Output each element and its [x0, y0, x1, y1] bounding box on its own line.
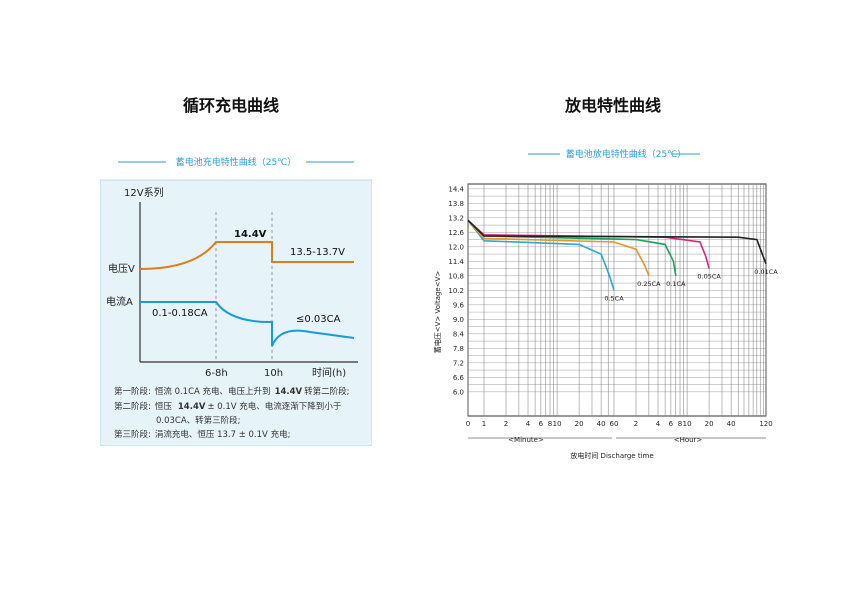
x-tick-label: 4 — [656, 420, 661, 428]
current-initial-label: 0.1-0.18CA — [152, 308, 208, 319]
x-tick-label: 40 — [727, 420, 736, 428]
y-tick-label: 9.6 — [453, 301, 465, 309]
y-tick-label: 7.8 — [453, 345, 464, 353]
voltage-curve — [139, 241, 354, 270]
y-axis-label: 蓄电压<V> Voltage<V> — [433, 271, 442, 354]
voltage-axis-label: 电压V — [108, 262, 135, 275]
system-label: 12V系列 — [124, 186, 164, 199]
series-label-0.25CA: 0.25CA — [637, 280, 661, 288]
x-tick-label: 40 — [597, 420, 606, 428]
charge-chart-panel — [100, 179, 372, 446]
x-tick-label: 8 — [678, 420, 682, 428]
charge-chart: 蓄电池充电特性曲线（25℃） 12V系列 电压V 电流A 14.4V 13.5-… — [100, 156, 372, 446]
x-tick-label: 8 — [548, 420, 552, 428]
x-tick-6-8h: 6-8h — [205, 368, 228, 379]
voltage-peak-label: 14.4V — [234, 229, 267, 240]
y-tick-label: 12.0 — [448, 243, 464, 251]
right-section-title: 放电特性曲线 — [565, 96, 662, 115]
current-axis-label: 电流A — [106, 295, 133, 308]
current-final-label: ≤0.03CA — [296, 314, 341, 325]
charge-chart-banner: 蓄电池充电特性曲线（25℃） — [176, 156, 297, 168]
y-tick-label: 8.4 — [453, 330, 465, 338]
x-tick-label: 1 — [482, 420, 486, 428]
x-tick-label: 2 — [634, 420, 638, 428]
x-axis-unit-hour: <Hour> — [674, 436, 703, 444]
y-tick-label: 11.4 — [448, 258, 464, 266]
note-line-2: 第二阶段: 恒压 14.4V ± 0.1V 充电、电流逐渐下降到小于 — [114, 401, 342, 412]
x-tick-label: 20 — [575, 420, 584, 428]
discharge-chart-title: 蓄电池放电特性曲线（25℃） — [566, 148, 687, 160]
x-tick-label: 10 — [553, 420, 562, 428]
y-tick-label: 10.8 — [448, 272, 464, 280]
current-curve — [140, 301, 355, 347]
y-tick-label: 6.0 — [453, 388, 464, 396]
x-tick-label: 10 — [683, 420, 692, 428]
discharge-chart: 蓄电池放电特性曲线（25℃） 14.4 13.8 13.2 12.6 12.0 11.4 1… — [433, 148, 778, 460]
series-label-0.5CA: 0.5CA — [604, 294, 624, 302]
x-tick-label: 6 — [669, 420, 674, 428]
x-tick-label: 0 — [466, 420, 470, 428]
x-tick-label: 6 — [539, 420, 544, 428]
y-tick-label: 12.6 — [448, 229, 464, 237]
x-axis-unit-minute: <Minute> — [508, 436, 544, 444]
series-line-0.01CA — [467, 219, 767, 264]
series-line-0.5CA — [467, 219, 615, 291]
note-line-1: 第一阶段: 恒流 0.1CA 充电、电压上升到 14.4V 转第二阶段; — [114, 386, 350, 397]
x-axis-label: 放电时间 Discharge time — [570, 451, 653, 460]
x-tick-label: 20 — [705, 420, 714, 428]
y-tick-label: 10.2 — [448, 287, 464, 295]
note-line-4: 第三阶段: 涓流充电、恒压 13.7 ± 0.1V 充电; — [114, 429, 290, 440]
series-line-0.25CA — [467, 219, 650, 277]
note-line-3: 0.03CA、转第三阶段; — [156, 415, 241, 426]
x-tick-10h: 10h — [264, 368, 283, 379]
x-tick-label: 60 — [610, 420, 619, 428]
series-label-0.05CA: 0.05CA — [697, 273, 721, 281]
series-label-0.1CA: 0.1CA — [666, 280, 686, 288]
y-tick-label: 6.6 — [453, 374, 465, 382]
y-tick-label: 9.0 — [453, 316, 464, 324]
left-section-title: 循环充电曲线 — [183, 96, 280, 115]
series-label-0.01CA: 0.01CA — [754, 268, 778, 276]
voltage-float-label: 13.5-13.7V — [290, 247, 345, 258]
y-tick-label: 7.2 — [453, 359, 464, 367]
y-tick-label: 14.4 — [448, 185, 464, 193]
x-tick-label: 2 — [504, 420, 508, 428]
x-axis-label: 时间(h) — [312, 366, 346, 379]
x-tick-label: 4 — [526, 420, 531, 428]
y-tick-label: 13.2 — [448, 214, 464, 222]
y-tick-label: 13.8 — [448, 200, 464, 208]
x-tick-label: 120 — [759, 420, 772, 428]
